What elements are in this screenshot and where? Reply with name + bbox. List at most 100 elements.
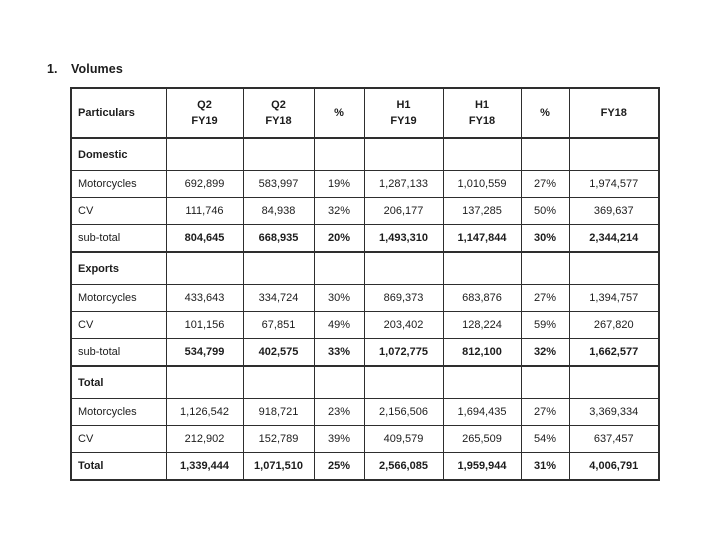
cell-value: 20%: [313, 224, 365, 253]
table-row: CV 111,746 84,938 32% 206,177 137,285 50% 369,6…: [70, 197, 660, 225]
column-header-h1-fy19: H1 FY19: [363, 87, 444, 139]
column-header-pct-q2: %: [313, 87, 365, 139]
volumes-table: Particulars Q2 FY19 Q2 FY18% H1 FY19 H1 FY18…: [70, 87, 660, 481]
column-header-fy18: FY18: [568, 87, 660, 139]
cell-value: 1,072,775: [363, 338, 444, 367]
cell-value: 27%: [520, 170, 570, 198]
column-header-label: %: [334, 106, 344, 119]
empty-cell: [568, 137, 660, 171]
cell-value: 1,287,133: [363, 170, 444, 198]
column-header-label: %: [540, 106, 550, 119]
table-row: CV 212,902 152,789 39% 409,579 265,509 54% 637,…: [70, 425, 660, 453]
cell-value: 433,643: [165, 284, 244, 312]
column-header-q2-fy18: Q2 FY18: [242, 87, 315, 139]
cell-value: 27%: [520, 284, 570, 312]
empty-cell: [313, 137, 365, 171]
empty-cell: [363, 251, 444, 285]
cell-value: 111,746: [165, 197, 244, 225]
empty-cell: [242, 137, 315, 171]
empty-cell: [442, 137, 522, 171]
cell-value: 32%: [313, 197, 365, 225]
cell-value: 869,373: [363, 284, 444, 312]
cell-value: 137,285: [442, 197, 522, 225]
section-label: Domestic: [70, 137, 167, 171]
empty-cell: [242, 251, 315, 285]
cell-value: 23%: [313, 398, 365, 426]
cell-value: 692,899: [165, 170, 244, 198]
cell-value: 668,935: [242, 224, 315, 253]
table-body: Domestic Motorcycles 692,899 583,997 19% 1,28…: [70, 137, 660, 481]
table-row: sub-total 804,645 668,935 20% 1,493,310 1,147…: [70, 224, 660, 253]
cell-value: 583,997: [242, 170, 315, 198]
table-header-row: Particulars Q2 FY19 Q2 FY18% H1 FY19 H1 FY18…: [70, 87, 660, 139]
column-header-label: Q2 FY18: [265, 98, 292, 128]
cell-value: 1,493,310: [363, 224, 444, 253]
cell-value: 30%: [520, 224, 570, 253]
cell-value: 33%: [313, 338, 365, 367]
cell-value: 67,851: [242, 311, 315, 339]
section-label: Exports: [70, 251, 167, 285]
cell-value: 30%: [313, 284, 365, 312]
cell-value: 918,721: [242, 398, 315, 426]
column-header-q2-fy19: Q2 FY19: [165, 87, 244, 139]
column-header-label: FY18: [600, 106, 627, 119]
section-label: Total: [70, 365, 167, 399]
empty-cell: [520, 365, 570, 399]
row-label: Motorcycles: [70, 398, 167, 426]
table-row: Total 1,339,444 1,071,510 25% 2,566,085 1,959…: [70, 452, 660, 481]
empty-cell: [442, 365, 522, 399]
row-label: Total: [70, 452, 167, 481]
cell-value: 101,156: [165, 311, 244, 339]
table-row: Motorcycles 1,126,542 918,721 23% 2,156,506 1…: [70, 398, 660, 426]
cell-value: 683,876: [442, 284, 522, 312]
cell-value: 27%: [520, 398, 570, 426]
column-header-label: Q2 FY19: [191, 98, 218, 128]
empty-cell: [363, 137, 444, 171]
row-label: Motorcycles: [70, 170, 167, 198]
cell-value: 19%: [313, 170, 365, 198]
cell-value: 2,156,506: [363, 398, 444, 426]
cell-value: 49%: [313, 311, 365, 339]
empty-cell: [363, 365, 444, 399]
cell-value: 1,339,444: [165, 452, 244, 481]
cell-value: 267,820: [568, 311, 660, 339]
section-row-domestic: Domestic: [70, 137, 660, 171]
column-header-particulars: Particulars: [70, 87, 167, 139]
cell-value: 1,071,510: [242, 452, 315, 481]
section-number: 1.: [47, 62, 58, 76]
cell-value: 128,224: [442, 311, 522, 339]
empty-cell: [313, 365, 365, 399]
cell-value: 203,402: [363, 311, 444, 339]
empty-cell: [165, 251, 244, 285]
cell-value: 637,457: [568, 425, 660, 453]
cell-value: 1,147,844: [442, 224, 522, 253]
cell-value: 2,566,085: [363, 452, 444, 481]
cell-value: 54%: [520, 425, 570, 453]
column-header-label: Particulars: [78, 106, 135, 119]
cell-value: 1,394,757: [568, 284, 660, 312]
column-header-pct-h1: %: [520, 87, 570, 139]
row-label: sub-total: [70, 338, 167, 367]
section-row-exports: Exports: [70, 251, 660, 285]
cell-value: 409,579: [363, 425, 444, 453]
empty-cell: [568, 365, 660, 399]
row-label: CV: [70, 311, 167, 339]
cell-value: 4,006,791: [568, 452, 660, 481]
page-title: Volumes: [71, 62, 123, 76]
cell-value: 804,645: [165, 224, 244, 253]
cell-value: 334,724: [242, 284, 315, 312]
empty-cell: [520, 251, 570, 285]
table-header: Particulars Q2 FY19 Q2 FY18% H1 FY19 H1 FY18…: [70, 87, 660, 139]
row-label: sub-total: [70, 224, 167, 253]
empty-cell: [165, 137, 244, 171]
row-label: CV: [70, 425, 167, 453]
column-header-h1-fy18: H1 FY18: [442, 87, 522, 139]
cell-value: 25%: [313, 452, 365, 481]
empty-cell: [568, 251, 660, 285]
cell-value: 402,575: [242, 338, 315, 367]
empty-cell: [442, 251, 522, 285]
table-row: CV 101,156 67,851 49% 203,402 128,224 59% 267,8…: [70, 311, 660, 339]
cell-value: 1,974,577: [568, 170, 660, 198]
cell-value: 84,938: [242, 197, 315, 225]
cell-value: 1,010,559: [442, 170, 522, 198]
